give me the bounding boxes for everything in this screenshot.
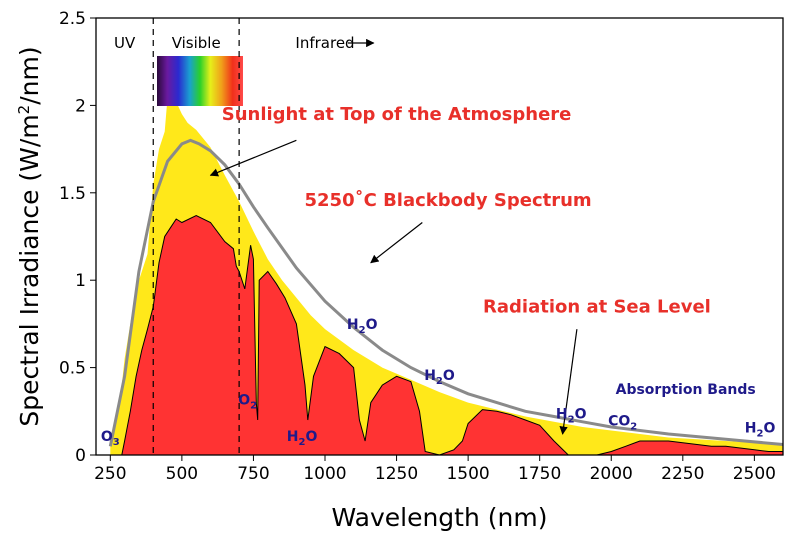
- series-blackbody: [108, 138, 784, 447]
- y-axis-title-main: Spectral Irradiance (W/m: [15, 114, 44, 426]
- molecule-subscript: 2: [436, 376, 443, 387]
- molecule-base: H: [745, 420, 757, 436]
- x-tick-label: 2250: [661, 464, 704, 484]
- y-axis-title-sup: 2: [15, 105, 33, 115]
- x-tick-label: 500: [166, 464, 198, 484]
- absorption-molecule-label: H2O: [424, 368, 455, 387]
- chart-labels: UV Visible Infrared Sunlight at Top of the …: [101, 34, 776, 448]
- y-tick-label: 2.5: [59, 9, 86, 29]
- molecule-subscript: 3: [113, 437, 120, 448]
- absorption-molecule-label: O3: [101, 429, 120, 448]
- molecule-base: H: [424, 368, 436, 384]
- region-label: UV: [114, 34, 136, 52]
- x-tick-label: 1000: [303, 464, 346, 484]
- x-tick-label: 1750: [518, 464, 561, 484]
- region-label: Infrared: [295, 34, 354, 52]
- annotation-label: 5250˚C Blackbody Spectrum: [305, 189, 592, 211]
- x-tick-label: 2000: [590, 464, 633, 484]
- y-tick-label: 0.5: [59, 359, 86, 379]
- absorption-molecule-label: H2O: [745, 420, 776, 439]
- y-tick-label: 1: [75, 271, 86, 291]
- y-tick-label: 0: [75, 446, 86, 466]
- absorption-molecule-label: CO2: [608, 413, 637, 432]
- annotation-label: Sunlight at Top of the Atmosphere: [222, 104, 572, 125]
- molecule-base: H: [556, 406, 568, 422]
- x-tick-label: 1500: [446, 464, 489, 484]
- molecule-base: H: [287, 429, 299, 445]
- annotation-arrow: [559, 329, 578, 435]
- x-tick-label: 2500: [733, 464, 776, 484]
- molecule-tail: O: [305, 429, 317, 445]
- molecule-subscript: 2: [568, 414, 575, 425]
- x-tick-label: 750: [237, 464, 269, 484]
- y-axis-title-tail: /nm): [15, 46, 44, 104]
- absorption-molecule-label: H2O: [347, 317, 378, 336]
- molecule-subscript: 2: [359, 325, 366, 336]
- molecule-tail: O: [366, 317, 378, 333]
- chart-areas: [108, 96, 784, 456]
- annotation-label: Radiation at Sea Level: [483, 296, 711, 317]
- absorption-molecule-label: H2O: [287, 429, 318, 448]
- annotation-arrow: [209, 139, 297, 177]
- chart-axes: 250 500 750 1000 1250 1500 1750 2000 2250 2500 0 0.…: [15, 9, 784, 532]
- region-label: Visible: [172, 34, 221, 52]
- molecule-base: O: [238, 392, 250, 408]
- molecule-base: O: [101, 429, 113, 445]
- y-tick-label: 1.5: [59, 184, 86, 204]
- molecule-tail: O: [575, 406, 587, 422]
- series-sea-level: [121, 214, 784, 456]
- molecule-tail: O: [443, 368, 455, 384]
- molecule-base: CO: [608, 413, 630, 429]
- molecule-subscript: 2: [757, 428, 764, 439]
- y-axis-title: Spectral Irradiance (W/m2/nm): [15, 46, 44, 426]
- absorption-molecule-label: H2O: [556, 406, 587, 425]
- molecule-subscript: 2: [299, 437, 306, 448]
- spectrum-color-bar: [157, 56, 243, 106]
- molecule-base: H: [347, 317, 359, 333]
- annotation-arrow: [370, 222, 423, 264]
- x-tick-label: 1250: [375, 464, 418, 484]
- molecule-subscript: 2: [630, 421, 637, 432]
- absorption-molecule-label: O2: [238, 392, 257, 411]
- molecule-subscript: 2: [250, 400, 257, 411]
- x-tick-label: 250: [94, 464, 126, 484]
- x-axis-title: Wavelength (nm): [332, 503, 548, 532]
- y-tick-label: 2: [75, 96, 86, 116]
- plot-frame: [95, 17, 784, 456]
- molecule-tail: O: [763, 420, 775, 436]
- absorption-bands-title: Absorption Bands: [616, 382, 756, 398]
